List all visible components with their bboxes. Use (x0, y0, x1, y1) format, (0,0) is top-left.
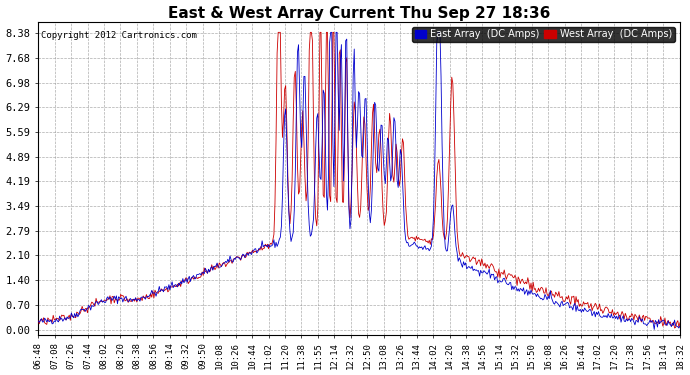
Text: Copyright 2012 Cartronics.com: Copyright 2012 Cartronics.com (41, 31, 197, 40)
Title: East & West Array Current Thu Sep 27 18:36: East & West Array Current Thu Sep 27 18:… (168, 6, 550, 21)
Legend: East Array  (DC Amps), West Array  (DC Amps): East Array (DC Amps), West Array (DC Amp… (412, 27, 675, 42)
